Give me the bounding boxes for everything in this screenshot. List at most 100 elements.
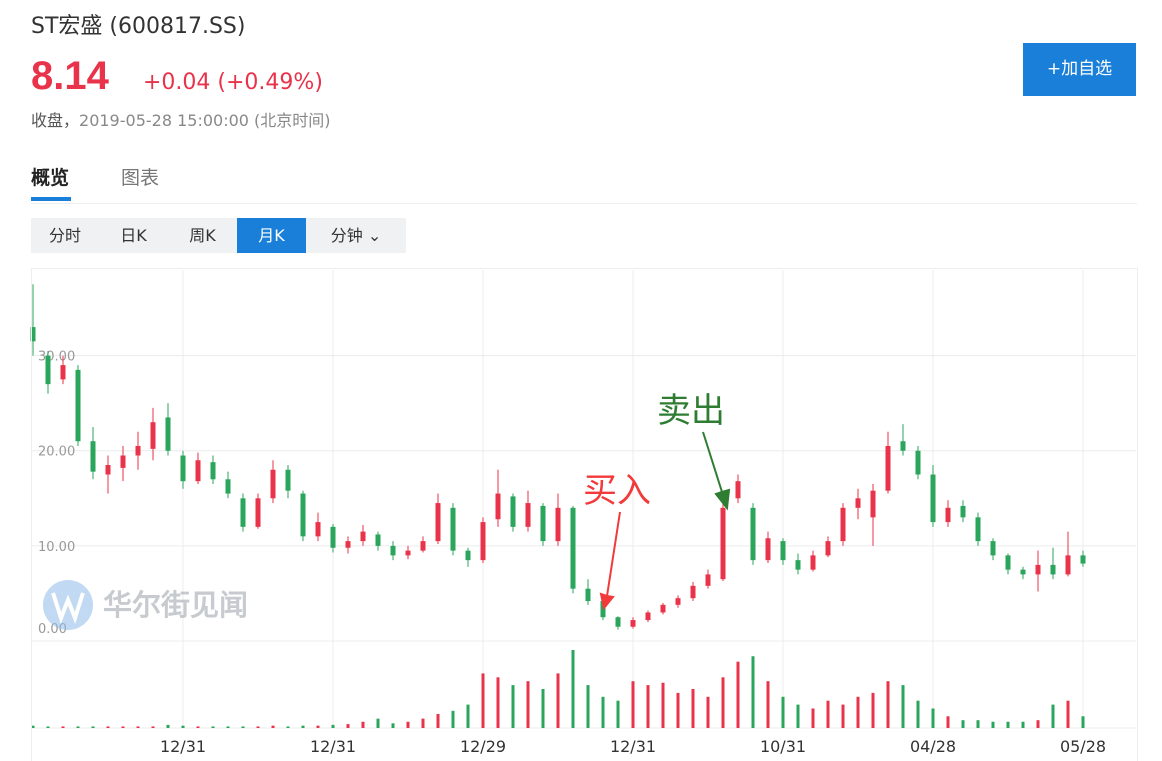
volume-bar xyxy=(466,704,470,728)
watermark-text: 华尔街见闻 xyxy=(103,588,248,622)
candle-body xyxy=(180,455,186,482)
candle-body xyxy=(540,505,546,542)
volume-bar xyxy=(301,725,305,728)
volume-bar xyxy=(991,721,995,728)
candle-body xyxy=(45,355,51,385)
candle-body xyxy=(495,493,501,520)
x-tick-label: 12/31 xyxy=(610,737,656,756)
period-button[interactable]: 分钟 ⌄ xyxy=(330,226,382,245)
volume-bar xyxy=(841,704,845,728)
volume-bar xyxy=(376,718,380,728)
y-tick-label: 20.00 xyxy=(38,445,75,460)
candle-body xyxy=(975,517,981,542)
volume-bar xyxy=(196,726,200,728)
volume-bar xyxy=(736,661,740,728)
annotations: 买入 卖出 xyxy=(583,391,731,611)
candle-body xyxy=(615,617,621,627)
volume-bar xyxy=(1021,721,1025,728)
candle-body xyxy=(525,503,531,527)
candle-body xyxy=(300,493,306,537)
volume-bar xyxy=(856,696,860,728)
volume-bar xyxy=(511,685,515,728)
candle-body xyxy=(780,541,786,561)
candle-body xyxy=(75,369,81,442)
candle-body xyxy=(720,507,726,580)
volume-bar xyxy=(166,724,170,728)
volume-bar xyxy=(1081,716,1085,728)
volume-bar xyxy=(361,721,365,728)
annotation: 买入 xyxy=(583,471,651,511)
candle-body xyxy=(165,417,171,451)
candle-body xyxy=(900,441,906,451)
volume-bar xyxy=(931,708,935,728)
candle-body xyxy=(915,450,921,475)
candle-body xyxy=(60,365,66,380)
candle-body xyxy=(1080,555,1086,564)
volume-bar xyxy=(721,677,725,728)
candle-body xyxy=(120,455,126,468)
volume-bar xyxy=(691,689,695,728)
candle-body xyxy=(660,604,666,613)
volume-bar xyxy=(571,650,575,728)
x-tick-label: 12/29 xyxy=(460,737,506,756)
watermark: 华尔街见闻 xyxy=(43,580,248,630)
candle-body xyxy=(210,462,216,480)
volume-bar xyxy=(541,689,545,728)
period-button[interactable]: 月K xyxy=(237,218,306,253)
status-time: 2019-05-28 15:00:00 (北京时间) xyxy=(79,111,331,130)
period-button[interactable]: 分时 xyxy=(48,226,81,245)
volume-bar xyxy=(331,724,335,728)
volume-bar xyxy=(256,726,260,728)
candle-body xyxy=(990,541,996,556)
candle-body xyxy=(1020,569,1026,575)
candle-body xyxy=(330,526,336,548)
annotation-arrow xyxy=(599,511,621,611)
volume-bar xyxy=(871,692,875,728)
volume-bar xyxy=(706,696,710,728)
volume-bar xyxy=(271,725,275,728)
tab[interactable]: 图表 xyxy=(121,167,160,189)
period-button[interactable]: 周K xyxy=(189,226,216,245)
tab-indicator xyxy=(31,197,71,201)
volume-bar xyxy=(976,720,980,728)
add-watchlist-button[interactable]: +加自选 xyxy=(1023,43,1136,96)
volume-bar xyxy=(181,725,185,728)
volume-bar xyxy=(526,681,530,728)
volume-bar xyxy=(346,724,350,728)
candle-body xyxy=(1065,555,1071,575)
tab[interactable]: 概览 xyxy=(31,167,70,189)
candle-body xyxy=(705,574,711,586)
volume-bar xyxy=(226,726,230,728)
divider xyxy=(31,203,1137,204)
volume-bar xyxy=(781,696,785,728)
candle-body xyxy=(285,469,291,491)
x-tick-label: 12/31 xyxy=(160,737,206,756)
candle-body xyxy=(405,550,411,556)
price-change: +0.04 (+0.49%) xyxy=(143,70,323,95)
candle-body xyxy=(765,538,771,561)
volume-bar xyxy=(631,681,635,728)
candle-body xyxy=(360,531,366,542)
volume-bar xyxy=(286,726,290,728)
volume-bar xyxy=(1036,720,1040,728)
y-tick-label: 10.00 xyxy=(38,540,75,555)
candle-body xyxy=(630,620,636,627)
volume-bar xyxy=(616,700,620,728)
candle-body xyxy=(810,555,816,570)
volume-bar xyxy=(646,685,650,728)
volume-bar xyxy=(421,718,425,728)
x-tick-label: 04/28 xyxy=(910,737,956,756)
candle-body xyxy=(675,598,681,605)
volume-bar xyxy=(586,685,590,728)
candle-body xyxy=(105,465,111,475)
period-button[interactable]: 日K xyxy=(120,226,147,245)
watermark-logo-mark xyxy=(51,592,85,624)
x-tick-label: 12/31 xyxy=(310,737,356,756)
volume-bar xyxy=(1066,700,1070,728)
candle-body xyxy=(465,550,471,561)
volume-bar xyxy=(601,696,605,728)
candle-body xyxy=(510,496,516,527)
volume-bar xyxy=(46,726,50,728)
stock-title: ST宏盛 (600817.SS) xyxy=(31,14,246,39)
